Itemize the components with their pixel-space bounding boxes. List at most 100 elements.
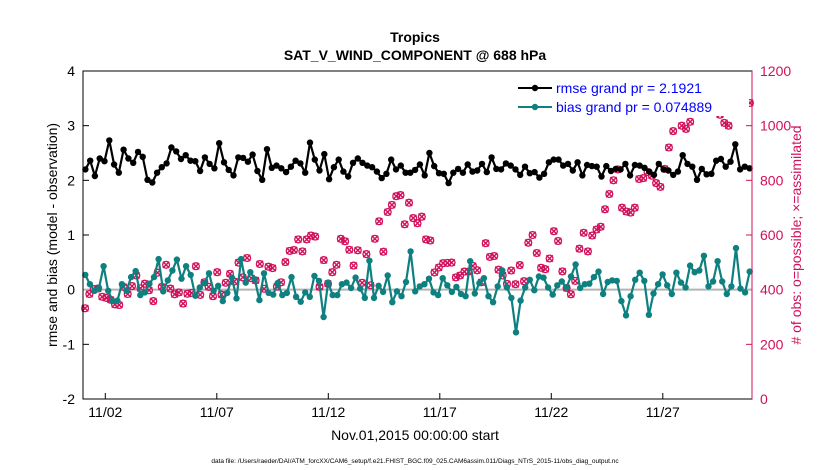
obs-possible-marker [221,278,230,287]
obs-possible-marker [532,248,541,258]
chart-subtitle: SAT_V_WIND_COMPONENT @ 688 hPa [284,47,547,63]
rmse-point [540,170,548,177]
bias-point [526,276,533,283]
obs-assimilated-marker [383,208,392,216]
bias-point [664,282,671,289]
obs-possible-marker [528,230,537,240]
rmse-point [445,179,452,187]
bias-point [627,293,634,300]
bias-point [522,284,529,291]
obs-assimilated-marker [507,266,515,275]
obs-assimilated-marker [682,125,690,133]
obs-assimilated-marker [294,235,302,244]
obs-assimilated-marker [516,261,524,269]
obs-assimilated-marker [281,258,290,266]
left-tick-label: 0 [67,282,75,298]
rmse-point [287,163,295,170]
obs-possible-marker [600,205,610,214]
bias-point [146,280,153,287]
obs-assimilated-marker [452,273,460,282]
bias-point [86,281,94,288]
bias-point [302,289,309,296]
right-tick-label: 1000 [760,118,791,134]
rmse-point [349,159,357,166]
bias-point [123,287,130,294]
obs-possible-marker [387,200,396,209]
obs-assimilated-marker [311,232,319,241]
bias-point [696,267,703,274]
rmse-point [411,166,419,174]
rmse-point [727,158,734,165]
obs-assimilated-marker [622,207,630,216]
x-tick-label: 11/17 [423,404,457,420]
bias-point [558,278,565,285]
bias-point [723,290,730,298]
obs-assimilated-marker [686,118,694,126]
rmse-point [101,158,108,165]
bias-point [141,289,149,296]
bias-point [650,290,657,297]
rmse-point [722,163,729,170]
bias-point [448,288,456,296]
rmse-point [120,146,127,153]
bias-point [668,290,675,298]
bias-point [421,281,428,288]
left-tick-label: -2 [63,391,76,407]
obs-assimilated-marker [524,238,532,247]
rmse-point [330,164,338,171]
bias-point [622,312,630,319]
bias-point [645,311,653,318]
bias-point [512,329,520,336]
obs-assimilated-marker [541,265,550,273]
obs-possible-marker [507,266,516,275]
rmse-point [416,161,424,168]
bias-point [247,269,254,276]
bias-point [444,282,451,289]
bias-point [274,279,281,287]
bias-point [150,273,158,281]
obs-assimilated-marker [724,121,733,130]
obs-assimilated-marker [656,183,665,191]
rmse-point [703,171,710,178]
bias-point [636,269,643,276]
rmse-point [607,167,615,175]
obs-assimilated-marker [588,231,596,240]
right-axis-label: # of obs: o=possible; ×=assimilated [788,125,804,344]
obs-assimilated-marker [584,247,592,256]
bias-point [393,288,401,295]
bias-point [196,284,203,291]
left-axis-label: rmse and bias (model - observation) [44,123,60,347]
obs-possible-marker [400,220,409,229]
obs-assimilated-marker [179,299,187,308]
obs-possible-marker [375,217,384,226]
rmse-point [626,172,634,179]
obs-assimilated-marker [320,256,328,264]
rmse-point [134,148,142,156]
rmse-point [517,171,524,179]
obs-possible-marker [162,260,171,269]
bias-point [251,276,258,283]
bias-point [462,293,469,300]
bias-point [228,274,236,281]
rmse-point [670,171,677,179]
bias-point [489,299,497,306]
obs-possible-marker [362,250,371,259]
rmse-point [732,141,739,148]
obs-possible-marker [515,261,524,270]
obs-assimilated-marker [392,192,400,200]
bias-point [728,283,735,290]
x-tick-label: 11/12 [311,404,345,420]
obs-assimilated-marker [401,220,409,229]
rmse-point [110,161,118,168]
obs-assimilated-marker [256,260,264,268]
rmse-point [502,160,510,167]
rmse-point [249,151,256,158]
obs-possible-marker [451,273,460,282]
obs-possible-marker [596,222,605,231]
obs-possible-marker [213,268,222,277]
obs-assimilated-marker [358,279,366,287]
rmse-point [364,162,371,169]
obs-assimilated-marker [349,261,358,270]
obs-possible-marker [481,239,490,248]
obs-assimilated-marker [418,212,426,221]
